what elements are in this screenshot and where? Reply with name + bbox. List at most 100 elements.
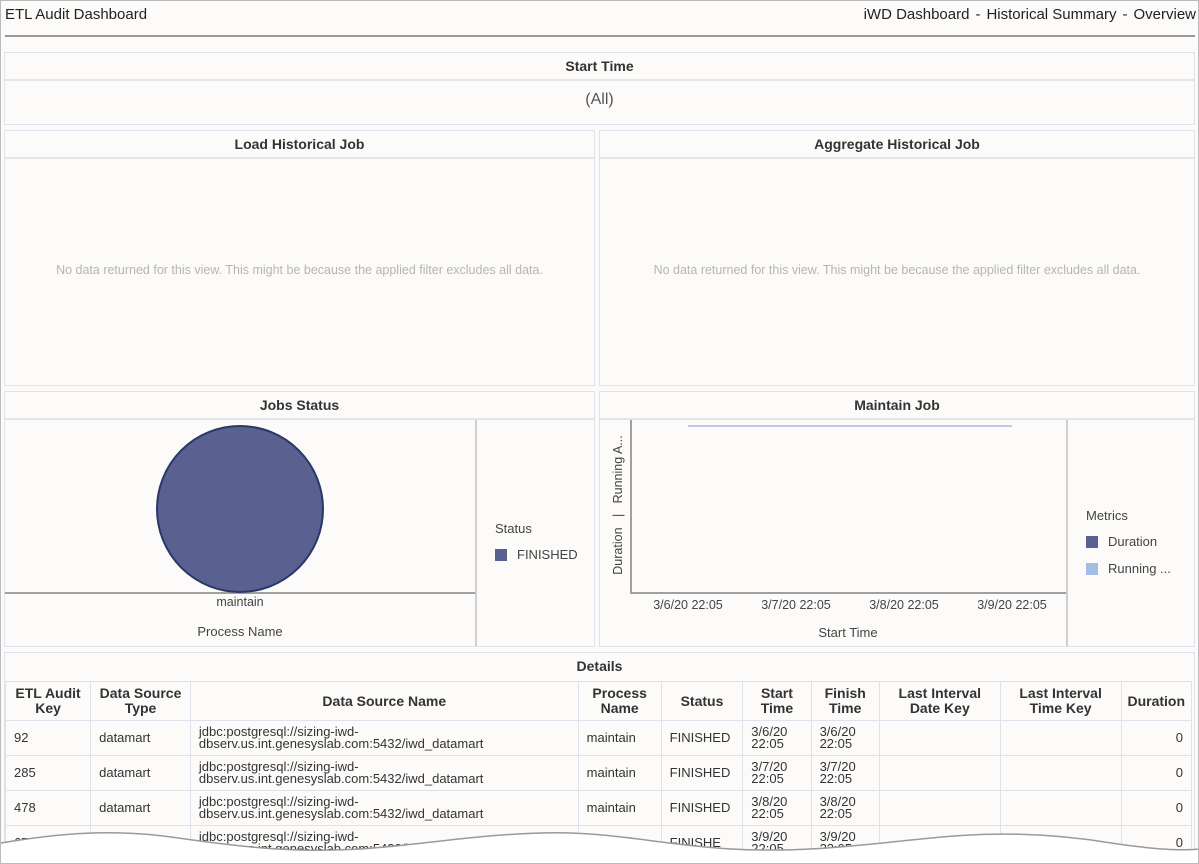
maintain-job-divider	[1066, 420, 1068, 646]
finish-date: 3/7/20	[819, 759, 856, 774]
start-date: 3/7/20	[751, 759, 788, 774]
x-tick-label: 3/8/20 22:05	[869, 598, 939, 612]
etl-audit-key-cell: 285	[5, 755, 92, 791]
finish-clock: 22:05	[819, 771, 853, 786]
data-source-name-line: dbserv.us.int.genesyslab.com:5432/iwd_da…	[198, 806, 484, 821]
finish-clock: 22:05	[819, 736, 853, 751]
start-time-filter-value[interactable]: (All)	[585, 91, 614, 108]
finish-date: 3/9/20	[819, 829, 856, 844]
last-interval-time-key-cell	[999, 720, 1122, 756]
x-tick-label: 3/9/20 22:05	[977, 598, 1047, 612]
legend-item-finished[interactable]: FINISHED	[495, 547, 578, 562]
breadcrumb-overview[interactable]: Overview	[1133, 6, 1196, 23]
maintain-job-title: Maintain Job	[600, 392, 1194, 420]
process-name-axis-title: Process Name	[197, 624, 283, 639]
data-source-name-line: jdbc:postgresql://sizing-iwd-	[198, 829, 359, 844]
start-clock: 22:05	[751, 806, 784, 821]
start-time-cell: 3/6/20 22:05	[742, 720, 812, 756]
breadcrumb: iWD Dashboard - Historical Summary - Ove…	[864, 6, 1196, 23]
breadcrumb-separator: -	[1122, 6, 1128, 23]
finish-date: 3/6/20	[819, 724, 856, 739]
breadcrumb-historical-summary[interactable]: Historical Summary	[986, 6, 1117, 23]
torn-edge-decoration	[1, 831, 1198, 863]
load-historical-job-empty-message: No data returned for this view. This mig…	[56, 263, 543, 277]
legend-label-finished: FINISHED	[517, 547, 578, 562]
last-interval-date-key-cell	[878, 755, 1001, 791]
legend-item-duration[interactable]: Duration	[1086, 534, 1157, 549]
start-time-filter: Start Time (All)	[4, 52, 1195, 125]
last-interval-date-key-cell	[878, 790, 1001, 826]
maintain-job-y-label: Duration | Running A...	[611, 435, 625, 575]
start-date: 3/6/20	[751, 724, 788, 739]
data-source-name-line: jdbc:postgresql://sizing-iwd-	[198, 724, 359, 739]
table-row[interactable]: 285 datamart jdbc:postgresql://sizing-iw…	[5, 755, 1193, 791]
maintain-job-plot	[688, 425, 1012, 427]
legend-item-running[interactable]: Running ...	[1086, 561, 1171, 576]
start-clock: 22:05	[751, 736, 784, 751]
column-header-status[interactable]: Status	[660, 681, 744, 721]
column-header-data-source-name[interactable]: Data Source Name	[189, 681, 579, 721]
duration-cell: 0	[1120, 720, 1193, 756]
load-historical-job-panel: Load Historical Job No data returned for…	[4, 130, 595, 386]
status-cell: FINISHED	[660, 720, 744, 756]
breadcrumb-separator: -	[975, 6, 981, 23]
process-name-tick-label: maintain	[216, 595, 264, 609]
details-header-row: ETL Audit Key Data Source Type Data Sour…	[5, 681, 1193, 721]
data-source-name-cell: jdbc:postgresql://sizing-iwd-dbserv.us.i…	[189, 720, 579, 756]
data-source-name-line: dbserv.us.int.genesyslab.com:5432/iwd_da…	[198, 736, 484, 751]
jobs-status-divider	[475, 420, 477, 646]
legend-swatch	[1086, 562, 1098, 575]
last-interval-time-key-cell	[999, 790, 1122, 826]
etl-audit-key-cell: 478	[5, 790, 92, 826]
start-time-axis-title: Start Time	[818, 625, 878, 640]
start-date: 3/8/20	[751, 794, 788, 809]
details-title: Details	[576, 658, 623, 674]
etl-audit-key-cell: 92	[5, 720, 92, 756]
column-header-last-interval-date-key[interactable]: Last Interval Date Key	[878, 681, 1001, 721]
top-bar: ETL Audit Dashboard iWD Dashboard - Hist…	[1, 1, 1198, 37]
process-name-cell: maintain	[577, 720, 662, 756]
aggregate-historical-job-empty-message: No data returned for this view. This mig…	[653, 263, 1141, 277]
app-title: ETL Audit Dashboard	[5, 6, 148, 23]
jobs-status-panel: Jobs Status maintain Process Name Status…	[4, 391, 595, 647]
column-header-data-source-type[interactable]: Data Source Type	[90, 681, 191, 721]
column-header-finish-time[interactable]: Finish Time	[810, 681, 880, 721]
data-source-type-cell: datamart	[90, 755, 191, 791]
data-source-name-cell: jdbc:postgresql://sizing-iwd-dbserv.us.i…	[189, 790, 579, 826]
data-source-type-cell: datamart	[90, 720, 191, 756]
last-interval-date-key-cell	[878, 720, 1001, 756]
aggregate-historical-job-title: Aggregate Historical Job	[600, 131, 1194, 159]
load-historical-job-title: Load Historical Job	[5, 131, 594, 159]
x-tick-label: 3/7/20 22:05	[761, 598, 831, 612]
breadcrumb-iwd-dashboard[interactable]: iWD Dashboard	[863, 6, 970, 23]
legend-swatch	[495, 548, 507, 561]
column-header-last-interval-time-key[interactable]: Last Interval Time Key	[999, 681, 1122, 721]
data-source-name-line: jdbc:postgresql://sizing-iwd-	[198, 794, 359, 809]
maintain-job-x-axis	[630, 592, 1066, 594]
maintain-job-y-axis	[630, 420, 632, 594]
jobs-status-plot	[156, 425, 324, 593]
table-row[interactable]: 92 datamart jdbc:postgresql://sizing-iwd…	[5, 720, 1193, 756]
x-tick-label: 3/6/20 22:05	[653, 598, 723, 612]
finished-status-mark[interactable]	[156, 425, 324, 593]
column-header-etl-audit-key[interactable]: ETL Audit Key	[5, 681, 92, 721]
legend-swatch	[1086, 535, 1098, 548]
column-header-start-time[interactable]: Start Time	[742, 681, 812, 721]
legend-label-duration: Duration	[1108, 534, 1158, 549]
start-clock: 22:05	[751, 771, 784, 786]
duration-cell: 0	[1120, 755, 1193, 791]
start-time-filter-title: Start Time	[5, 53, 1194, 81]
duration-cell: 0	[1120, 790, 1193, 826]
data-source-name-line: jdbc:postgresql://sizing-iwd-	[198, 759, 359, 774]
finish-clock: 22:05	[819, 806, 853, 821]
finish-date: 3/8/20	[819, 794, 856, 809]
maintain-job-panel: Maintain Job Duration | Running A... 3/6…	[599, 391, 1195, 647]
data-source-name-cell: jdbc:postgresql://sizing-iwd-dbserv.us.i…	[189, 755, 579, 791]
table-row[interactable]: 478 datamart jdbc:postgresql://sizing-iw…	[5, 790, 1193, 826]
column-header-duration[interactable]: Duration	[1120, 681, 1193, 721]
status-cell: FINISHED	[660, 755, 744, 791]
last-interval-time-key-cell	[999, 755, 1122, 791]
column-header-process-name[interactable]: Process Name	[577, 681, 662, 721]
aggregate-historical-job-panel: Aggregate Historical Job No data returne…	[599, 130, 1195, 386]
